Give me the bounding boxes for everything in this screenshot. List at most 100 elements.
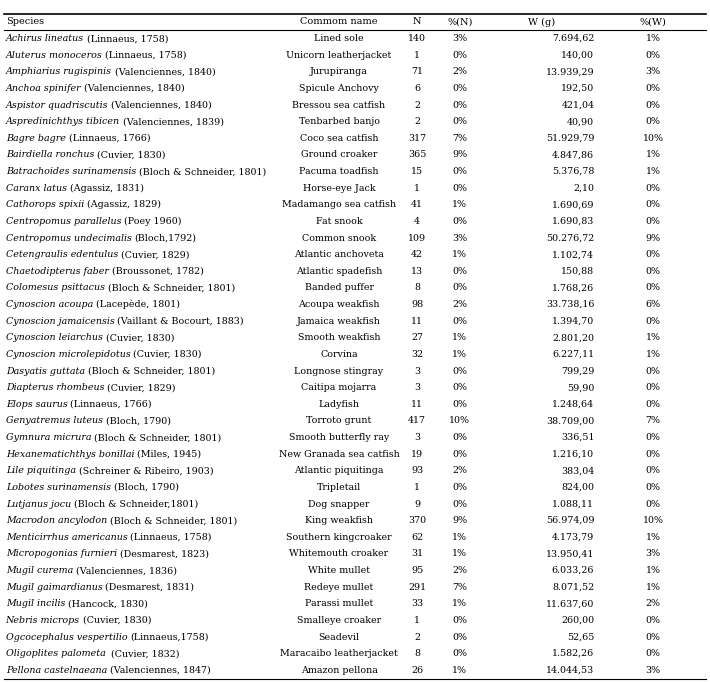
Text: Micropogonias furnieri: Micropogonias furnieri xyxy=(6,550,120,559)
Text: 0%: 0% xyxy=(452,400,467,409)
Text: Ogcocephalus vespertilio: Ogcocephalus vespertilio xyxy=(6,632,131,642)
Text: 0%: 0% xyxy=(645,449,661,459)
Text: (Agassiz, 1829): (Agassiz, 1829) xyxy=(87,201,161,209)
Text: 1%: 1% xyxy=(645,533,661,542)
Text: Mugil incilis: Mugil incilis xyxy=(6,599,68,608)
Text: 0%: 0% xyxy=(452,483,467,492)
Text: (Bloch & Schneider,1801): (Bloch & Schneider,1801) xyxy=(74,499,198,509)
Text: 50.276,72: 50.276,72 xyxy=(546,233,594,243)
Text: 1%: 1% xyxy=(645,350,661,359)
Text: (Agassiz, 1831): (Agassiz, 1831) xyxy=(70,183,143,193)
Text: Aspistor quadriscutis: Aspistor quadriscutis xyxy=(6,100,111,110)
Text: (Bloch,1792): (Bloch,1792) xyxy=(135,233,197,243)
Text: 0%: 0% xyxy=(452,284,467,293)
Text: 0%: 0% xyxy=(645,316,661,326)
Text: 0%: 0% xyxy=(452,217,467,226)
Text: 365: 365 xyxy=(408,151,426,160)
Text: Atlantic piquitinga: Atlantic piquitinga xyxy=(294,466,384,475)
Text: Nebris microps: Nebris microps xyxy=(6,616,83,625)
Text: (Poey 1960): (Poey 1960) xyxy=(124,217,182,226)
Text: Caranx latus: Caranx latus xyxy=(6,183,70,193)
Text: (Linnaeus, 1758): (Linnaeus, 1758) xyxy=(87,34,168,43)
Text: 40,90: 40,90 xyxy=(567,117,594,126)
Text: Commom name: Commom name xyxy=(300,18,378,27)
Text: 1%: 1% xyxy=(452,201,467,209)
Text: (Broussonet, 1782): (Broussonet, 1782) xyxy=(111,267,204,276)
Text: 0%: 0% xyxy=(452,649,467,658)
Text: Tenbarbed banjo: Tenbarbed banjo xyxy=(298,117,380,126)
Text: (Cuvier, 1830): (Cuvier, 1830) xyxy=(83,616,151,625)
Text: (Cuvier, 1830): (Cuvier, 1830) xyxy=(106,333,174,342)
Text: 0%: 0% xyxy=(452,433,467,442)
Text: 2: 2 xyxy=(414,100,420,110)
Text: 0%: 0% xyxy=(645,400,661,409)
Text: 0%: 0% xyxy=(645,616,661,625)
Text: 6%: 6% xyxy=(645,300,661,309)
Text: Elops saurus: Elops saurus xyxy=(6,400,70,409)
Text: 1: 1 xyxy=(414,183,420,193)
Text: 15: 15 xyxy=(411,167,423,176)
Text: Atlantic anchoveta: Atlantic anchoveta xyxy=(294,250,384,259)
Text: 0%: 0% xyxy=(645,632,661,642)
Text: Bairdiella ronchus: Bairdiella ronchus xyxy=(6,151,97,160)
Text: Dog snapper: Dog snapper xyxy=(308,499,370,509)
Text: 1.216,10: 1.216,10 xyxy=(552,449,594,459)
Text: 2%: 2% xyxy=(452,566,467,575)
Text: New Granada sea catfish: New Granada sea catfish xyxy=(278,449,400,459)
Text: White mullet: White mullet xyxy=(308,566,370,575)
Text: 51.929,79: 51.929,79 xyxy=(546,134,594,143)
Text: 8: 8 xyxy=(414,649,420,658)
Text: 1%: 1% xyxy=(645,333,661,342)
Text: 8.071,52: 8.071,52 xyxy=(552,582,594,592)
Text: (Valenciennes, 1836): (Valenciennes, 1836) xyxy=(76,566,177,575)
Text: 417: 417 xyxy=(408,417,426,426)
Text: 3%: 3% xyxy=(645,666,661,674)
Text: 2%: 2% xyxy=(452,68,467,76)
Text: Seadevil: Seadevil xyxy=(319,632,359,642)
Text: 1%: 1% xyxy=(452,666,467,674)
Text: 4.173,79: 4.173,79 xyxy=(552,533,594,542)
Text: 42: 42 xyxy=(411,250,423,259)
Text: 3%: 3% xyxy=(645,68,661,76)
Text: 9%: 9% xyxy=(645,233,661,243)
Text: (Lacepède, 1801): (Lacepède, 1801) xyxy=(96,300,180,310)
Text: 0%: 0% xyxy=(452,366,467,376)
Text: Genyatremus luteus: Genyatremus luteus xyxy=(6,417,106,426)
Text: Southern kingcroaker: Southern kingcroaker xyxy=(286,533,392,542)
Text: 0%: 0% xyxy=(645,267,661,276)
Text: 11: 11 xyxy=(411,316,423,326)
Text: Species: Species xyxy=(6,18,44,27)
Text: Ground croaker: Ground croaker xyxy=(301,151,377,160)
Text: Pellona castelnaeana: Pellona castelnaeana xyxy=(6,666,110,674)
Text: 6: 6 xyxy=(414,84,420,93)
Text: 0%: 0% xyxy=(645,201,661,209)
Text: (Bloch & Schneider, 1801): (Bloch & Schneider, 1801) xyxy=(94,433,222,442)
Text: (Bloch & Schneider, 1801): (Bloch & Schneider, 1801) xyxy=(108,284,235,293)
Text: 824,00: 824,00 xyxy=(562,483,594,492)
Text: Lile piquitinga: Lile piquitinga xyxy=(6,466,79,475)
Text: Gymnura micrura: Gymnura micrura xyxy=(6,433,94,442)
Text: (Valenciennes, 1840): (Valenciennes, 1840) xyxy=(115,68,215,76)
Text: 1.102,74: 1.102,74 xyxy=(552,250,594,259)
Text: Aluterus monoceros: Aluterus monoceros xyxy=(6,50,105,60)
Text: 1%: 1% xyxy=(452,599,467,608)
Text: 2,10: 2,10 xyxy=(573,183,594,193)
Text: (Desmarest, 1823): (Desmarest, 1823) xyxy=(120,550,209,559)
Text: Maracaibo leatherjacket: Maracaibo leatherjacket xyxy=(280,649,398,658)
Text: (Cuvier, 1832): (Cuvier, 1832) xyxy=(111,649,180,658)
Text: 1%: 1% xyxy=(645,566,661,575)
Text: (Linnaeus, 1766): (Linnaeus, 1766) xyxy=(70,400,152,409)
Text: 0%: 0% xyxy=(452,499,467,509)
Text: 1%: 1% xyxy=(645,167,661,176)
Text: (Linnaeus,1758): (Linnaeus,1758) xyxy=(131,632,209,642)
Text: 1: 1 xyxy=(414,616,420,625)
Text: 0%: 0% xyxy=(645,433,661,442)
Text: 0%: 0% xyxy=(645,84,661,93)
Text: (Valenciennes, 1840): (Valenciennes, 1840) xyxy=(111,100,212,110)
Text: 9%: 9% xyxy=(452,151,467,160)
Text: Coco sea catfish: Coco sea catfish xyxy=(300,134,378,143)
Text: 2: 2 xyxy=(414,117,420,126)
Text: (Cuvier, 1829): (Cuvier, 1829) xyxy=(121,250,190,259)
Text: (Bloch, 1790): (Bloch, 1790) xyxy=(106,417,170,426)
Text: 33.738,16: 33.738,16 xyxy=(546,300,594,309)
